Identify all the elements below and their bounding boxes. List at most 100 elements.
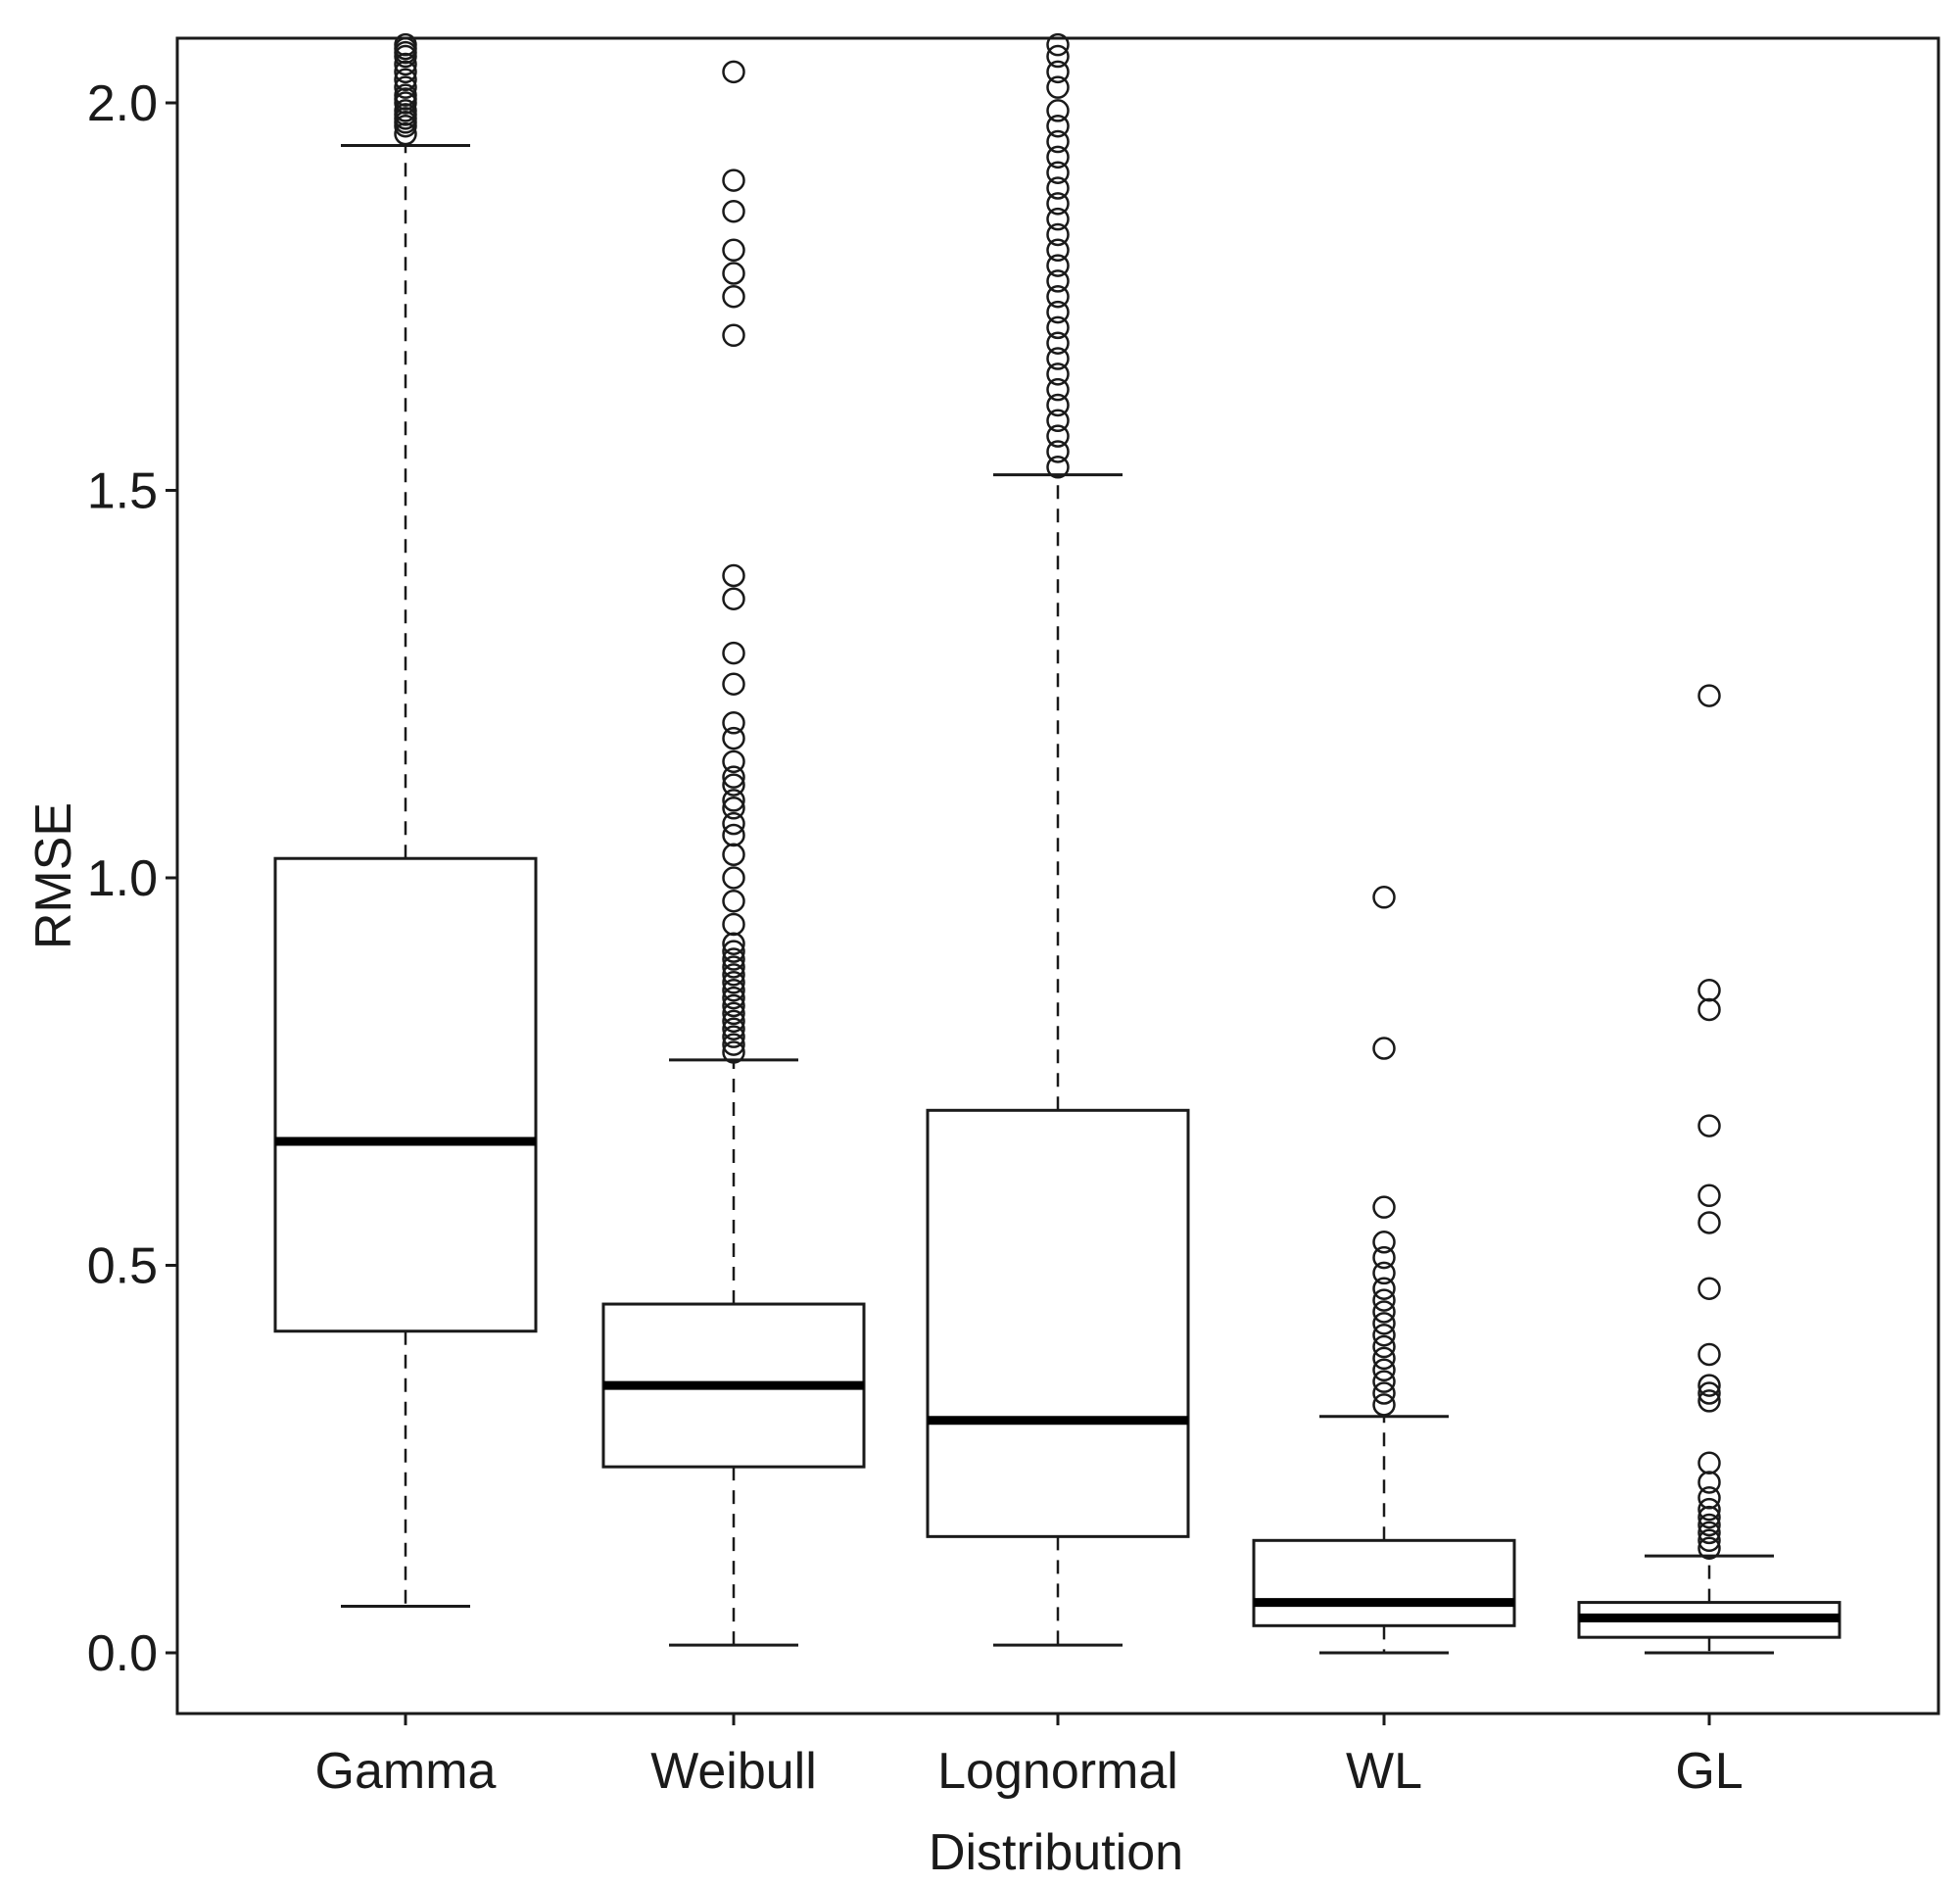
iqr-box: [926, 1108, 1190, 1538]
outlier-point: [394, 99, 417, 122]
outlier-point: [1372, 1312, 1396, 1335]
outlier-point: [1046, 99, 1070, 122]
outlier-point: [1046, 424, 1070, 448]
outlier-point: [722, 955, 745, 979]
outlier-point: [1697, 1536, 1721, 1560]
outlier-point: [1046, 331, 1070, 355]
y-tick-label: 1.0: [87, 850, 158, 907]
plot-area: [273, 32, 1841, 1655]
x-tick-label: GL: [1675, 1743, 1743, 1800]
outlier-point: [1372, 1334, 1396, 1359]
outlier-point: [1372, 1323, 1396, 1347]
outlier-point: [394, 68, 417, 92]
outlier-point: [722, 993, 745, 1018]
outlier-point: [1697, 1184, 1721, 1208]
outlier-point: [1372, 1037, 1396, 1060]
outlier-point: [1046, 60, 1070, 84]
outlier-point: [1372, 886, 1396, 909]
outlier-point: [1046, 409, 1070, 433]
outlier-point: [722, 169, 745, 192]
outlier-point: [394, 32, 417, 57]
outlier-point: [1372, 1261, 1396, 1285]
outlier-point: [1697, 1277, 1721, 1300]
outlier-point: [1372, 1370, 1396, 1393]
x-tick-label: Weibull: [650, 1743, 817, 1800]
outlier-point: [1046, 440, 1070, 463]
outlier-point: [1046, 285, 1070, 309]
box-gl: [1577, 684, 1841, 1655]
x-tick-label: WL: [1346, 1743, 1422, 1800]
outlier-point: [722, 749, 745, 774]
y-tick-label: 2.0: [87, 75, 158, 132]
outlier-point: [1046, 315, 1070, 340]
outlier-point: [1372, 1381, 1396, 1405]
y-tick-label: 1.5: [87, 463, 158, 520]
outlier-point: [722, 823, 745, 847]
outlier-point: [1697, 978, 1721, 1002]
outlier-point: [722, 947, 745, 971]
outlier-point: [1372, 1245, 1396, 1270]
outlier-point: [1697, 1486, 1721, 1510]
outlier-point: [722, 765, 745, 789]
outlier-point: [1046, 393, 1070, 417]
outlier-point: [1046, 114, 1070, 138]
outlier-point: [1372, 1288, 1396, 1312]
outlier-point: [1372, 1231, 1396, 1254]
outlier-point: [722, 971, 745, 994]
outlier-point: [722, 672, 745, 696]
outlier-point: [1046, 377, 1070, 402]
outlier-point: [1697, 1381, 1721, 1405]
outlier-point: [722, 1001, 745, 1026]
iqr-box: [273, 856, 538, 1333]
x-axis-title: Distribution: [929, 1824, 1183, 1881]
outlier-point: [1372, 1195, 1396, 1219]
outlier-point: [1046, 161, 1070, 184]
outlier-point: [1697, 1513, 1721, 1537]
outlier-point: [1046, 44, 1070, 69]
outlier-point: [1697, 1114, 1721, 1137]
outlier-point: [1046, 456, 1070, 479]
outlier-point: [722, 60, 745, 84]
outlier-point: [1697, 1497, 1721, 1522]
outlier-point: [1046, 222, 1070, 247]
outlier-point: [722, 323, 745, 348]
x-axis: Gamma Weibull Lognormal WL GL: [315, 1714, 1744, 1800]
box-weibull: [601, 60, 866, 1647]
outlier-point: [1046, 254, 1070, 277]
outlier-point: [1046, 176, 1070, 200]
outlier-point: [722, 978, 745, 1002]
outlier-point: [722, 940, 745, 963]
outlier-point: [1372, 1300, 1396, 1324]
box-wl: [1252, 886, 1516, 1655]
outlier-point: [722, 912, 745, 937]
outlier-point: [1046, 192, 1070, 216]
outlier-point: [1697, 1528, 1721, 1553]
outlier-point: [722, 963, 745, 987]
outlier-point: [394, 75, 417, 99]
outlier-point: [722, 797, 745, 820]
outlier-point: [1046, 75, 1070, 99]
outlier-point: [722, 986, 745, 1010]
outlier-point: [722, 238, 745, 263]
outlier-point: [1046, 32, 1070, 57]
box-gamma: [273, 32, 538, 1609]
outlier-point: [722, 587, 745, 610]
y-tick-label: 0.0: [87, 1625, 158, 1682]
outlier-point: [722, 726, 745, 750]
outlier-point: [722, 711, 745, 735]
outlier-point: [722, 262, 745, 285]
outlier-point: [1046, 300, 1070, 324]
x-tick-label: Gamma: [315, 1743, 497, 1800]
outlier-point: [1697, 1342, 1721, 1367]
outlier-point: [722, 563, 745, 588]
outlier-point: [722, 789, 745, 812]
outlier-point: [722, 811, 745, 836]
outlier-point: [722, 199, 745, 223]
outlier-point: [1046, 362, 1070, 386]
outlier-point: [722, 866, 745, 890]
outlier-point: [1372, 1346, 1396, 1371]
outlier-point: [1046, 129, 1070, 154]
outlier-point: [722, 285, 745, 309]
outlier-point: [394, 83, 417, 107]
outlier-point: [1046, 238, 1070, 263]
